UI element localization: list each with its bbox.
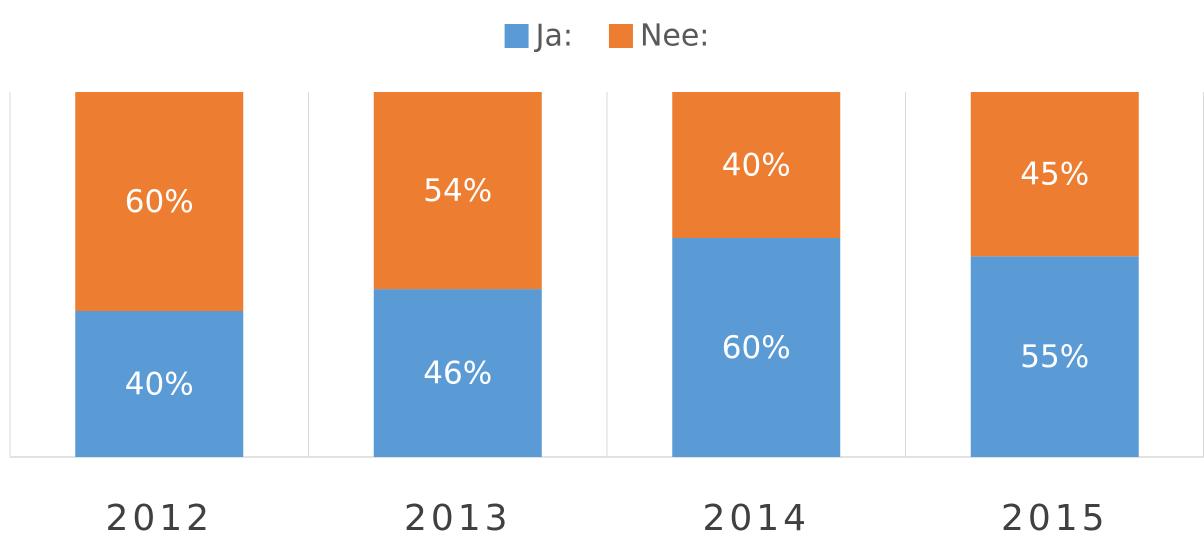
legend-swatch bbox=[608, 24, 633, 48]
value-label: 60% bbox=[722, 330, 791, 366]
bar-segment bbox=[373, 289, 542, 457]
x-tick-label: 2014 bbox=[702, 498, 810, 537]
value-label: 40% bbox=[125, 367, 194, 403]
value-label: 46% bbox=[423, 356, 492, 392]
value-label: 45% bbox=[1020, 157, 1089, 193]
value-label: 40% bbox=[722, 148, 791, 184]
bar-segment bbox=[75, 311, 244, 457]
bar-segment bbox=[672, 238, 841, 457]
legend-label: Ja: bbox=[534, 19, 573, 54]
legend-label: Nee: bbox=[640, 19, 709, 54]
bar-segment bbox=[970, 92, 1139, 257]
x-tick-label: 2015 bbox=[1001, 498, 1109, 537]
value-label: 54% bbox=[423, 173, 492, 209]
bar-segment bbox=[970, 256, 1139, 457]
value-label: 60% bbox=[125, 184, 194, 220]
bar-segment bbox=[373, 92, 542, 290]
bar-segment bbox=[75, 92, 244, 311]
bar-segment bbox=[672, 92, 841, 238]
legend-swatch bbox=[504, 24, 529, 48]
value-label: 55% bbox=[1020, 339, 1089, 375]
x-tick-label: 2012 bbox=[105, 498, 213, 537]
x-tick-label: 2013 bbox=[404, 498, 512, 537]
